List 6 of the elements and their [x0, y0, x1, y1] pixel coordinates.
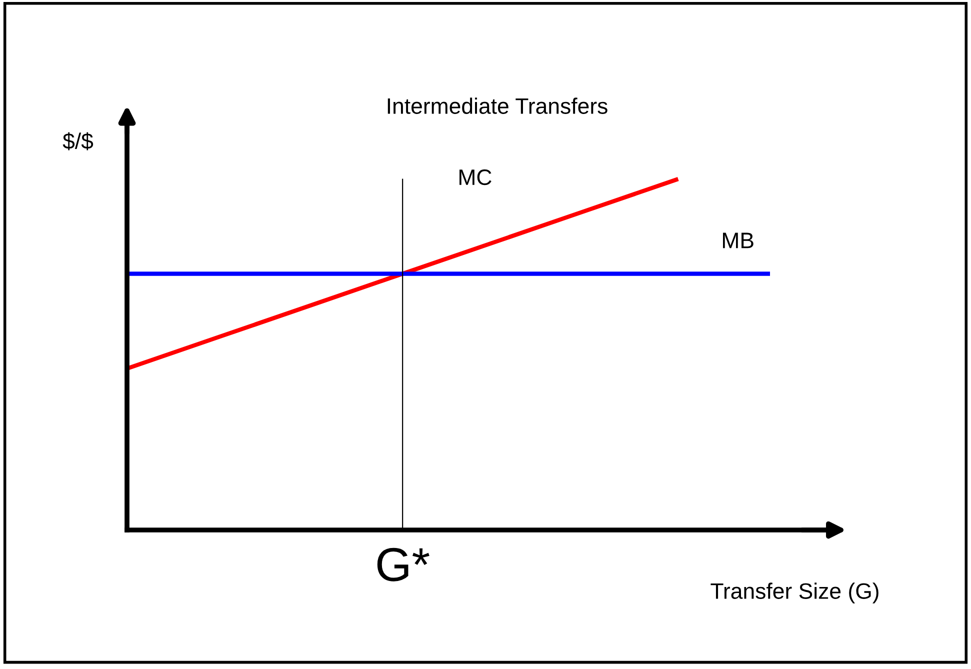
text: MC	[460, 169, 492, 186]
text: G*	[377, 548, 430, 582]
series-label: MB	[723, 232, 754, 248]
y-axis-title: $/$	[62, 132, 94, 150]
x-axis-title: Transfer Size (G)	[710, 582, 878, 604]
chart-title: Intermediate Transfers	[388, 98, 608, 114]
